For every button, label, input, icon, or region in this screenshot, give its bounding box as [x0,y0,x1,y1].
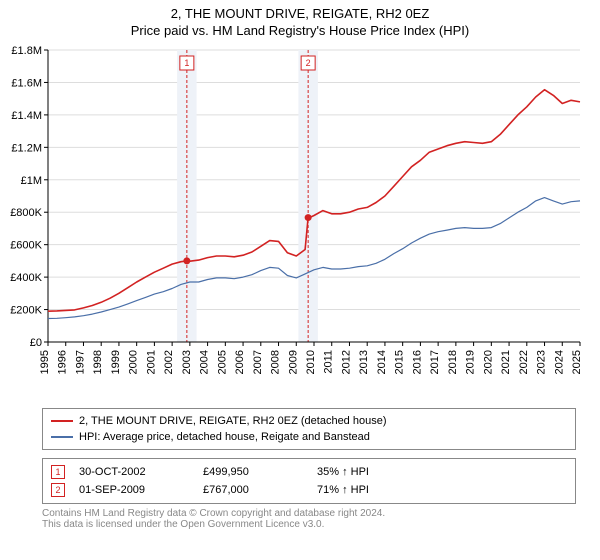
svg-text:1995: 1995 [39,350,51,374]
svg-text:1996: 1996 [57,350,69,374]
svg-text:2009: 2009 [287,350,299,374]
svg-text:1: 1 [184,58,189,68]
sale-hpi: 71% ↑ HPI [317,484,369,496]
chart-area: £0 £200K £400K £600K £800K £1M £1.2M £1.4M £1.6M… [0,42,600,402]
svg-text:2: 2 [306,58,311,68]
svg-text:2010: 2010 [305,350,317,374]
svg-text:2025: 2025 [571,350,583,374]
svg-text:2016: 2016 [411,350,423,374]
svg-text:£800K: £800K [10,207,42,219]
svg-text:2004: 2004 [199,350,211,374]
svg-text:2022: 2022 [518,350,530,374]
sale-date: 30-OCT-2002 [79,466,189,478]
svg-text:£0: £0 [30,337,42,349]
svg-text:£600K: £600K [10,240,42,252]
sale-marker: 1 [51,465,65,479]
svg-text:2014: 2014 [376,350,388,374]
legend-swatch [51,420,73,422]
svg-text:2003: 2003 [181,350,193,374]
legend-label: 2, THE MOUNT DRIVE, REIGATE, RH2 0EZ (de… [79,415,387,427]
root: 2, THE MOUNT DRIVE, REIGATE, RH2 0EZ Pri… [0,0,600,560]
svg-text:2006: 2006 [234,350,246,374]
svg-text:£200K: £200K [10,305,42,317]
legend-item: HPI: Average price, detached house, Reig… [51,429,567,445]
svg-text:2002: 2002 [163,350,175,374]
sales-table: 1 30-OCT-2002 £499,950 35% ↑ HPI 2 01-SEP-200… [42,458,576,504]
svg-text:£1.4M: £1.4M [11,110,42,122]
legend-label: HPI: Average price, detached house, Reig… [79,431,370,443]
svg-text:2005: 2005 [216,350,228,374]
svg-text:2024: 2024 [553,350,565,374]
sale-price: £499,950 [203,466,303,478]
svg-text:2013: 2013 [358,350,370,374]
svg-text:2023: 2023 [536,350,548,374]
svg-text:2011: 2011 [323,350,335,374]
svg-text:£1.2M: £1.2M [11,142,42,154]
footer-line: This data is licensed under the Open Gov… [42,519,576,530]
sale-row: 2 01-SEP-2009 £767,000 71% ↑ HPI [51,481,567,499]
svg-text:2019: 2019 [465,350,477,374]
footer-line: Contains HM Land Registry data © Crown c… [42,508,576,519]
svg-text:2008: 2008 [270,350,282,374]
chart-title: 2, THE MOUNT DRIVE, REIGATE, RH2 0EZ [0,6,600,21]
legend-swatch [51,436,73,438]
svg-text:2017: 2017 [429,350,441,374]
sale-hpi: 35% ↑ HPI [317,466,369,478]
svg-text:1998: 1998 [92,350,104,374]
svg-text:2001: 2001 [145,350,157,374]
svg-text:2015: 2015 [394,350,406,374]
svg-text:£1M: £1M [21,175,42,187]
svg-text:2020: 2020 [482,350,494,374]
chart-subtitle: Price paid vs. HM Land Registry's House … [0,23,600,38]
svg-text:£400K: £400K [10,272,42,284]
svg-text:2018: 2018 [447,350,459,374]
svg-text:£1.8M: £1.8M [11,45,42,57]
svg-text:2000: 2000 [128,350,140,374]
sale-price: £767,000 [203,484,303,496]
chart-titles: 2, THE MOUNT DRIVE, REIGATE, RH2 0EZ Pri… [0,0,600,42]
line-chart: £0 £200K £400K £600K £800K £1M £1.2M £1.4M £1.6M… [0,42,600,402]
sale-marker: 2 [51,483,65,497]
legend-item: 2, THE MOUNT DRIVE, REIGATE, RH2 0EZ (de… [51,413,567,429]
sale-date: 01-SEP-2009 [79,484,189,496]
svg-text:2012: 2012 [340,350,352,374]
svg-text:1997: 1997 [74,350,86,374]
svg-text:2007: 2007 [252,350,264,374]
sale-row: 1 30-OCT-2002 £499,950 35% ↑ HPI [51,463,567,481]
svg-text:£1.6M: £1.6M [11,77,42,89]
footer-note: Contains HM Land Registry data © Crown c… [42,508,576,530]
svg-text:1999: 1999 [110,350,122,374]
svg-text:2021: 2021 [500,350,512,374]
chart-legend: 2, THE MOUNT DRIVE, REIGATE, RH2 0EZ (de… [42,408,576,450]
